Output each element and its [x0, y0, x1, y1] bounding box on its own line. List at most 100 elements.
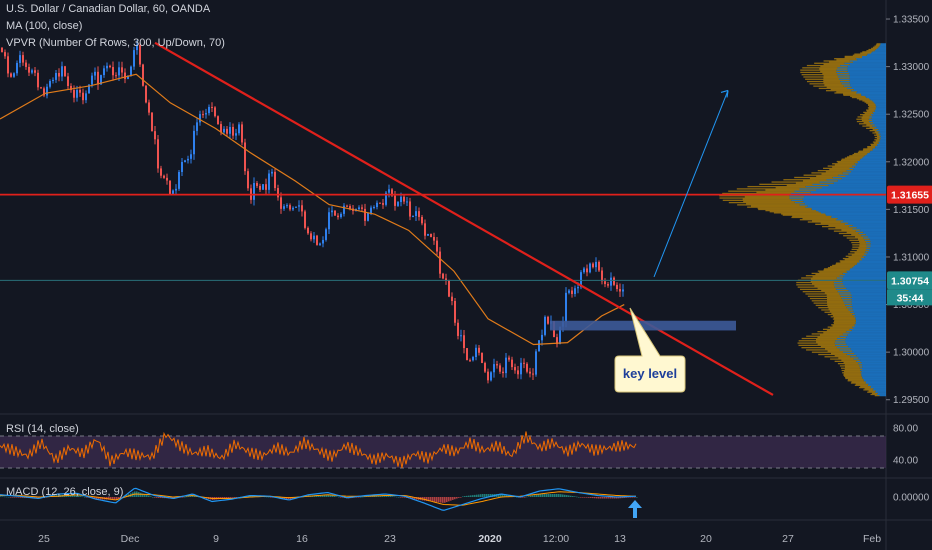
candle-body — [289, 205, 291, 210]
macd-histogram-bar — [332, 495, 334, 497]
macd-histogram-bar — [80, 496, 82, 497]
macd-histogram-bar — [622, 497, 624, 499]
vpvr-bar-down — [807, 295, 841, 297]
vpvr-bar-down — [746, 203, 805, 205]
vpvr-bar-up — [866, 254, 886, 256]
vpvr-bar-up — [840, 80, 886, 83]
candle-body — [199, 114, 201, 123]
vpvr-bar-down — [856, 118, 869, 120]
vpvr-bar-up — [879, 394, 886, 397]
macd-histogram-bar — [626, 497, 628, 498]
candle-body — [181, 162, 183, 172]
candle-body — [13, 73, 15, 77]
symbol-title[interactable]: U.S. Dollar / Canadian Dollar, 60, OANDA — [6, 3, 211, 15]
vpvr-bar-up — [880, 44, 886, 46]
macd-histogram-bar — [96, 497, 98, 500]
vpvr-bar-up — [859, 260, 886, 262]
macd-histogram-bar — [68, 495, 70, 497]
vpvr-bar-up — [880, 138, 886, 140]
candle-body — [373, 207, 375, 209]
vpvr-bar-up — [851, 301, 886, 303]
vpvr-bar-up — [842, 272, 886, 275]
candle-body — [583, 268, 585, 273]
x-tick-label: 25 — [38, 533, 50, 545]
vpvr-bar-up — [855, 318, 886, 320]
macd-histogram-bar — [434, 497, 436, 502]
candle-body — [229, 126, 231, 134]
vpvr-bar-up — [834, 286, 886, 288]
vpvr-bar-up — [833, 281, 886, 284]
vpvr-bar-down — [858, 150, 871, 152]
vpvr-indicator-label[interactable]: VPVR (Number Of Rows, 300, Up/Down, 70) — [6, 37, 225, 49]
vpvr-bar-up — [860, 359, 886, 361]
vpvr-bar-down — [862, 100, 873, 102]
macd-histogram-bar — [502, 494, 504, 497]
vpvr-bar-down — [822, 225, 849, 228]
ma-indicator-label[interactable]: MA (100, close) — [6, 20, 83, 32]
vpvr-bar-down — [832, 325, 855, 327]
key-level-zone — [550, 320, 736, 331]
candle-body — [412, 216, 414, 218]
vpvr-bar-down — [817, 169, 847, 172]
macd-histogram-bar — [614, 497, 616, 499]
vpvr-bar-up — [851, 90, 886, 92]
vpvr-bar-up — [835, 340, 886, 342]
macd-histogram-bar — [140, 492, 142, 497]
vpvr-bar-up — [849, 60, 886, 62]
vpvr-bar-up — [852, 224, 886, 227]
vpvr-bar-up — [842, 280, 886, 283]
macd-histogram-bar — [390, 496, 392, 497]
vpvr-bar-down — [834, 360, 857, 363]
vpvr-bar-down — [854, 53, 868, 55]
vpvr-bar-up — [852, 308, 886, 310]
vpvr-bar-up — [856, 164, 886, 166]
candle-body — [157, 139, 159, 169]
vpvr-bar-up — [849, 82, 886, 84]
macd-histogram-bar — [142, 493, 144, 497]
macd-histogram-bar — [0, 496, 2, 497]
vpvr-bar-down — [855, 236, 869, 238]
vpvr-bar-up — [849, 72, 886, 75]
macd-histogram-bar — [184, 496, 186, 498]
vpvr-bar-down — [819, 334, 848, 336]
vpvr-bar-up — [872, 149, 886, 151]
vpvr-bar-up — [869, 238, 886, 240]
macd-histogram-bar — [616, 497, 618, 499]
candle-body — [124, 72, 126, 79]
candle-body — [601, 270, 603, 282]
vpvr-bar-up — [789, 195, 886, 197]
candle-body — [604, 281, 606, 285]
vpvr-bar-up — [856, 263, 886, 265]
vpvr-bar-up — [852, 61, 886, 63]
vpvr-bar-down — [722, 192, 791, 195]
candle-body — [115, 75, 117, 77]
candle-body — [139, 45, 141, 65]
vpvr-bar-down — [848, 253, 865, 255]
candle-body — [532, 373, 534, 375]
x-tick-label: Feb — [863, 533, 881, 545]
macd-histogram-bar — [228, 497, 230, 499]
vpvr-bar-up — [846, 343, 886, 345]
macd-indicator-label[interactable]: MACD (12, 26, close, 9) — [6, 486, 124, 498]
vpvr-bar-up — [876, 126, 886, 128]
vpvr-bar-up — [872, 148, 886, 150]
macd-histogram-bar — [364, 496, 366, 498]
candle-body — [622, 289, 624, 292]
macd-histogram-bar — [120, 497, 122, 498]
macd-histogram-bar — [458, 497, 460, 498]
vpvr-bar-up — [837, 337, 886, 340]
macd-histogram-bar — [330, 495, 332, 497]
rsi-indicator-label[interactable]: RSI (14, close) — [6, 423, 79, 435]
vpvr-bar-up — [879, 131, 886, 133]
vpvr-bar-up — [851, 86, 886, 88]
vpvr-bar-down — [834, 164, 857, 166]
vpvr-bar-down — [822, 328, 850, 331]
candle-body — [79, 89, 81, 93]
vpvr-bar-down — [805, 78, 840, 80]
vpvr-bar-up — [871, 117, 886, 119]
candle-body — [385, 192, 387, 205]
macd-histogram-bar — [358, 497, 360, 498]
candle-body — [535, 351, 537, 375]
candle-body — [175, 188, 177, 191]
